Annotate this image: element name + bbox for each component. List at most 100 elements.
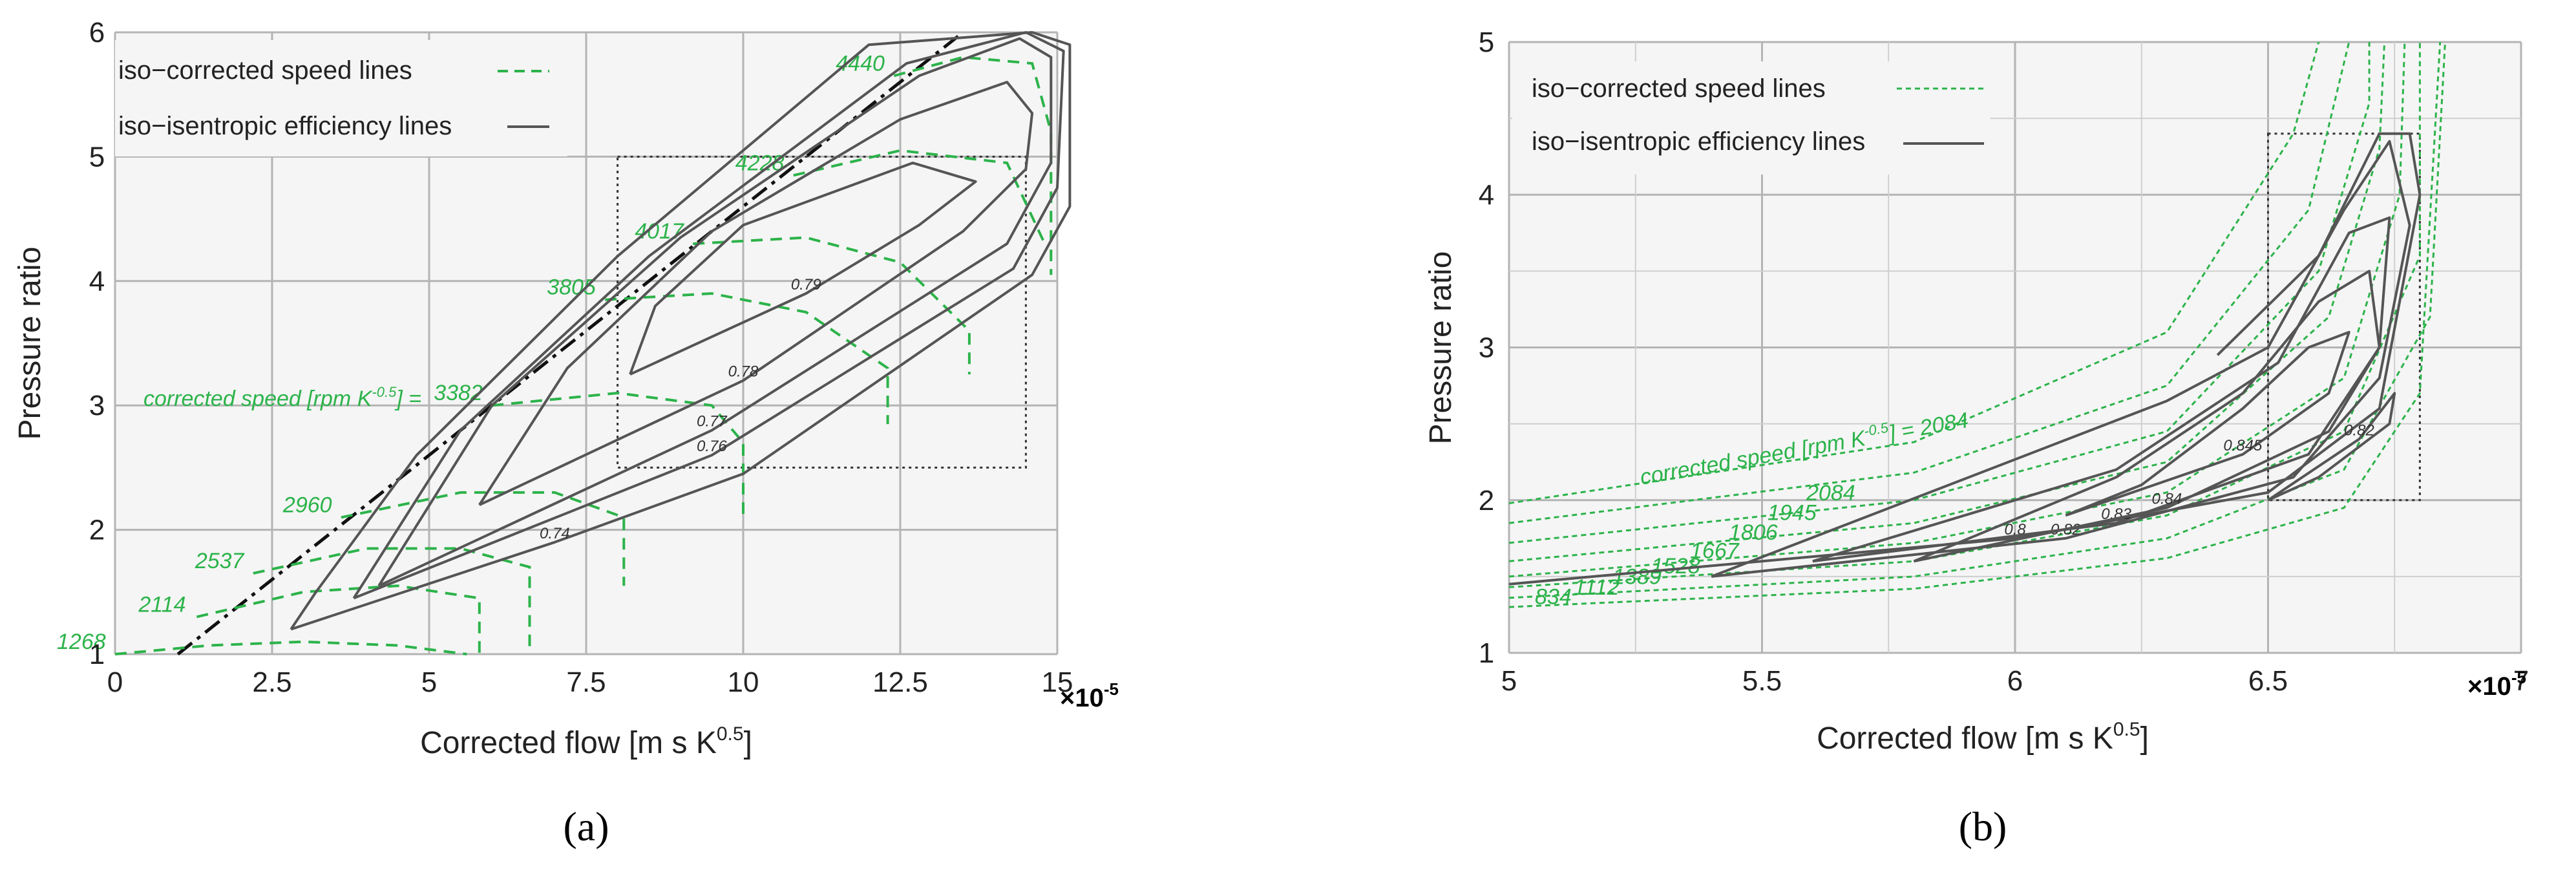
- x-multiplier-b: ×10-5: [2467, 668, 2526, 701]
- speed-line-1945: [1508, 41, 2350, 524]
- y-tick-label: 5: [89, 141, 105, 173]
- surge-line: [176, 31, 964, 655]
- efficiency-line-0.84: [1913, 270, 2381, 563]
- speed-line-4228: [793, 149, 1046, 244]
- zoom-box-b: [2267, 133, 2421, 502]
- efficiency-line-label-0.77: 0.77: [697, 413, 728, 431]
- legend-eff-label-a: iso−isentropic efficiency lines: [118, 112, 452, 140]
- x-tick-label: 12.5: [872, 666, 928, 698]
- y-tick-label: 3: [89, 390, 105, 421]
- zoom-box-rect: [2267, 133, 2421, 502]
- x-tick-label: 0: [107, 666, 123, 698]
- speed-line-2960: [341, 491, 626, 586]
- panel-label-a: (a): [563, 803, 609, 849]
- efficiency-line-0.78: [478, 81, 1034, 506]
- y-tick-label: 4: [89, 266, 105, 297]
- efficiency-line-label-0.82: 0.82: [2344, 421, 2374, 439]
- efficiency-line-label-0.845: 0.845: [2223, 437, 2263, 454]
- speed-line-label-2114: 2114: [138, 592, 185, 617]
- speed-line-label-2960: 2960: [282, 493, 332, 517]
- x-axis-label-end-b: ]: [2140, 721, 2149, 756]
- x-multiplier-exp-b: -5: [2511, 668, 2526, 687]
- speed-line-3805: [605, 292, 889, 425]
- speed-line-1528: [1508, 41, 2406, 578]
- y-tick-label: 1: [1479, 637, 1494, 669]
- speed-line-2114: [196, 584, 481, 654]
- panel-label-b: (b): [1959, 803, 2007, 849]
- efficiency-line-0.845: [2065, 330, 2350, 517]
- tick-labels-b: 5 5.5 6 6.5 7 1 2 3 4 5: [1479, 27, 2529, 697]
- x-tick-label: 6: [2007, 665, 2023, 697]
- speed-line-2084: [1508, 41, 2320, 504]
- y-axis-label-a: Pressure ratio: [13, 247, 47, 440]
- x-tick-label: 6.5: [2248, 665, 2288, 697]
- legend-bg-a: [115, 40, 567, 156]
- zoom-box-rect: [617, 155, 1027, 469]
- efficiency-line-label-0.84: 0.84: [2152, 491, 2182, 508]
- speed-line-label-3805: 3805: [547, 275, 596, 300]
- legend-eff-label-b: iso−isentropic efficiency lines: [1532, 127, 1865, 156]
- x-tick-label: 5.5: [1742, 665, 1782, 697]
- x-tick-label: 15: [1042, 666, 1073, 698]
- legend-b: iso−corrected speed lines iso−isentropic…: [1512, 61, 1990, 175]
- x-tick-label: 5: [421, 666, 437, 698]
- y-tick-label: 1: [89, 639, 105, 670]
- x-tick-label: 7: [2513, 665, 2529, 697]
- speed-line-label-1667: 1667: [1690, 539, 1740, 564]
- x-tick-label: 5: [1501, 665, 1517, 697]
- x-axis-label-b: Corrected flow [m s K0.5]: [1817, 719, 2149, 756]
- speed-line-label-2537: 2537: [195, 549, 245, 573]
- legend-a: iso−corrected speed lines iso−isentropic…: [115, 40, 567, 156]
- y-tick-label: 2: [1479, 485, 1494, 516]
- legend-speed-label-b: iso−corrected speed lines: [1532, 74, 1826, 103]
- speed-line-label-4440: 4440: [836, 51, 885, 76]
- legend-bg-b: [1512, 61, 1990, 175]
- y-tick-label: 2: [89, 515, 105, 546]
- x-axis-label-a: Corrected flow [m s K0.5]: [420, 723, 752, 760]
- y-axis-label-b: Pressure ratio: [1424, 251, 1458, 445]
- x-multiplier-a: ×10-5: [1060, 679, 1119, 712]
- speed-line-4440: [893, 56, 1053, 275]
- speed-line-label-1112: 1112: [1574, 575, 1620, 600]
- speed-line-3382: [492, 391, 744, 518]
- legend-speed-label-a: iso−corrected speed lines: [118, 56, 412, 85]
- grid-a: [114, 31, 1059, 655]
- speed-line-label-2084: 2084: [1806, 481, 1855, 505]
- speed-line-834: [1508, 41, 2442, 608]
- x-tick-label: 7.5: [566, 666, 606, 698]
- speed-prefix-a: corrected speed [rpm K-0.5] =: [143, 384, 421, 411]
- x-multiplier-text-b: ×10: [2467, 672, 2511, 701]
- speed-line-label-1945: 1945: [1768, 500, 1817, 525]
- x-axis-label-sup-b: 0.5: [2113, 719, 2140, 740]
- speed-line-1112: [1508, 41, 2446, 599]
- y-tick-label: 4: [1479, 179, 1494, 211]
- speed-line-1806: [1508, 42, 2370, 544]
- efficiency-line-0.82: [1711, 140, 2411, 578]
- speed-prefix-sup-a: -0.5: [372, 384, 397, 400]
- y-tick-label: 6: [89, 17, 105, 48]
- x-multiplier-exp-a: -5: [1104, 679, 1119, 699]
- speed-prefix-text-a: corrected speed [rpm K: [143, 387, 373, 411]
- efficiency-line-label-0.78: 0.78: [728, 363, 759, 381]
- efficiency-lines-a: 0.79 0.78 0.77 0.76 0.74: [290, 31, 1072, 631]
- y-tick-label: 3: [1479, 332, 1494, 364]
- speed-line-1667: [1508, 41, 2386, 562]
- efficiency-line-label-0.76: 0.76: [697, 438, 727, 455]
- efficiency-line-0.82: [2267, 392, 2396, 502]
- surge-line-a: [176, 31, 964, 655]
- zoom-box-a: [617, 155, 1027, 469]
- speed-line-label-1268: 1268: [57, 630, 106, 654]
- y-tick-label: 5: [1479, 27, 1494, 58]
- efficiency-line-0.76: [352, 31, 1065, 600]
- tick-labels-a: 0 2.5 5 7.5 10 12.5 15 1 2 3 4 5 6: [89, 17, 1073, 698]
- x-tick-label: 10: [728, 666, 759, 698]
- efficiency-line-0.77: [377, 37, 1053, 588]
- x-axis-label-end-a: ]: [744, 726, 752, 760]
- x-axis-label-sup-a: 0.5: [717, 723, 744, 745]
- efficiency-line-0.79: [629, 162, 977, 376]
- speed-prefix-end-a: ] =: [394, 387, 421, 411]
